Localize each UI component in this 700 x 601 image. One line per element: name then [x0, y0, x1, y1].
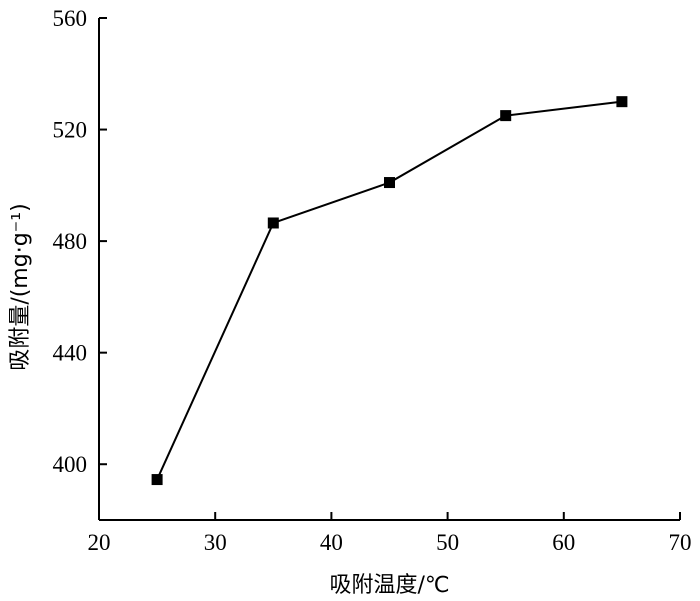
x-tick-label: 60: [552, 530, 575, 555]
x-tick-label: 70: [669, 530, 692, 555]
y-axis-title: 吸附量/(mg·g⁻¹): [8, 203, 33, 370]
data-point: [616, 96, 628, 108]
x-tick-label: 50: [436, 530, 459, 555]
y-tick-label: 480: [53, 229, 88, 254]
x-axis-title: 吸附温度/℃: [329, 573, 449, 598]
y-tick-label: 440: [53, 341, 88, 366]
data-point: [384, 177, 395, 189]
plot-area: [151, 96, 628, 486]
series-line: [156, 100, 623, 480]
axes: [98, 17, 681, 521]
y-tick-label: 400: [53, 452, 88, 477]
x-tick-label: 20: [88, 530, 111, 555]
data-point: [151, 474, 163, 486]
y-tick-label: 520: [53, 118, 88, 143]
data-point: [267, 217, 279, 229]
x-tick-label: 30: [204, 530, 227, 555]
axis-labels: 20 30 40 50 60 70 400 440 480 520 560 吸附温度/℃ 吸附量/(mg…: [8, 6, 692, 598]
x-tick-label: 40: [320, 530, 343, 555]
y-tick-label: 560: [53, 6, 88, 31]
data-point: [500, 110, 512, 122]
